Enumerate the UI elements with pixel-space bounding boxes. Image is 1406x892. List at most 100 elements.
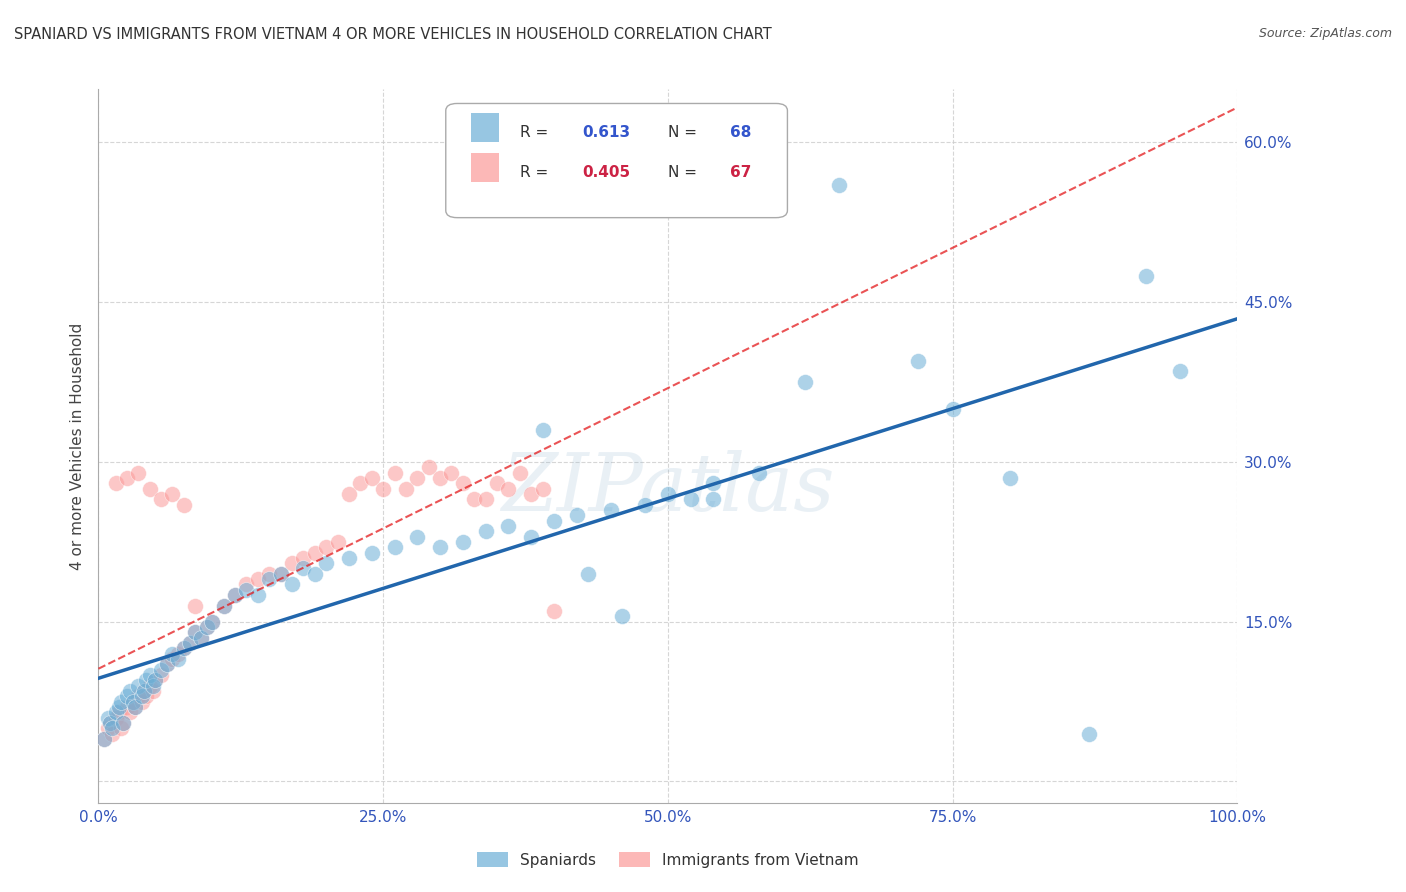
Point [281, 577, 304, 591]
Point [304, 545, 326, 559]
Point [942, 401, 965, 416]
Bar [471, 153, 499, 182]
Point [384, 466, 406, 480]
Text: R =: R = [520, 165, 553, 180]
Point [138, 668, 160, 682]
Point [463, 492, 485, 507]
Point [349, 476, 371, 491]
Point [259, 572, 281, 586]
Text: 0.613: 0.613 [582, 125, 630, 140]
Point [150, 492, 173, 507]
Text: SPANIARD VS IMMIGRANTS FROM VIETNAM 4 OR MORE VEHICLES IN HOUSEHOLD CORRELATION : SPANIARD VS IMMIGRANTS FROM VIETNAM 4 OR… [14, 27, 772, 42]
Point [418, 460, 440, 475]
Point [429, 471, 451, 485]
Point [150, 668, 173, 682]
Point [1078, 726, 1101, 740]
Point [270, 566, 292, 581]
FancyBboxPatch shape [446, 103, 787, 218]
Point [406, 471, 429, 485]
Point [212, 599, 235, 613]
Point [702, 476, 724, 491]
Point [135, 690, 157, 704]
Point [565, 508, 588, 523]
Point [998, 471, 1021, 485]
Point [1170, 364, 1192, 378]
Point [115, 690, 138, 704]
Point [315, 556, 337, 570]
Point [543, 514, 565, 528]
Point [600, 503, 623, 517]
Point [1135, 268, 1157, 283]
Point [292, 561, 315, 575]
Point [612, 609, 634, 624]
Point [531, 482, 554, 496]
Point [108, 706, 131, 720]
Point [173, 641, 195, 656]
Point [212, 599, 235, 613]
Point [486, 476, 509, 491]
Legend: Spaniards, Immigrants from Vietnam: Spaniards, Immigrants from Vietnam [471, 846, 865, 873]
Point [179, 636, 201, 650]
Point [224, 588, 246, 602]
Point [110, 721, 132, 735]
Point [190, 631, 212, 645]
Point [235, 582, 257, 597]
Text: N =: N = [668, 165, 702, 180]
Point [828, 178, 851, 192]
Point [110, 695, 132, 709]
Point [108, 700, 131, 714]
Point [451, 476, 474, 491]
Point [162, 487, 184, 501]
Text: 68: 68 [731, 125, 752, 140]
Point [132, 684, 155, 698]
Point [156, 657, 179, 672]
Point [162, 647, 184, 661]
Point [679, 492, 702, 507]
Point [115, 471, 138, 485]
Point [150, 663, 173, 677]
Point [907, 353, 929, 368]
Point [520, 529, 543, 543]
Point [127, 466, 149, 480]
Point [360, 471, 382, 485]
Point [360, 545, 382, 559]
Point [190, 631, 212, 645]
Point [201, 615, 224, 629]
Point [127, 679, 149, 693]
Point [498, 482, 520, 496]
Point [509, 466, 531, 480]
Point [156, 657, 179, 672]
Point [142, 679, 165, 693]
Point [474, 524, 496, 539]
Text: ZIPatlas: ZIPatlas [501, 450, 835, 527]
Point [429, 540, 451, 554]
Point [145, 673, 167, 688]
Point [702, 492, 724, 507]
Point [576, 566, 599, 581]
Point [406, 529, 429, 543]
Point [104, 710, 127, 724]
Point [184, 625, 207, 640]
Point [292, 550, 315, 565]
Point [98, 715, 121, 730]
Point [451, 534, 474, 549]
Point [124, 700, 146, 714]
Point [543, 604, 565, 618]
Point [120, 706, 142, 720]
Point [281, 556, 304, 570]
Point [246, 572, 269, 586]
Point [98, 715, 121, 730]
Point [235, 577, 257, 591]
Point [135, 673, 157, 688]
Point [101, 721, 124, 735]
Y-axis label: 4 or more Vehicles in Household: 4 or more Vehicles in Household [69, 322, 84, 570]
Point [93, 731, 115, 746]
Point [201, 615, 224, 629]
Point [93, 731, 115, 746]
Point [96, 721, 118, 735]
Point [162, 652, 184, 666]
Point [384, 540, 406, 554]
Point [224, 588, 246, 602]
Point [195, 620, 218, 634]
Point [142, 684, 165, 698]
